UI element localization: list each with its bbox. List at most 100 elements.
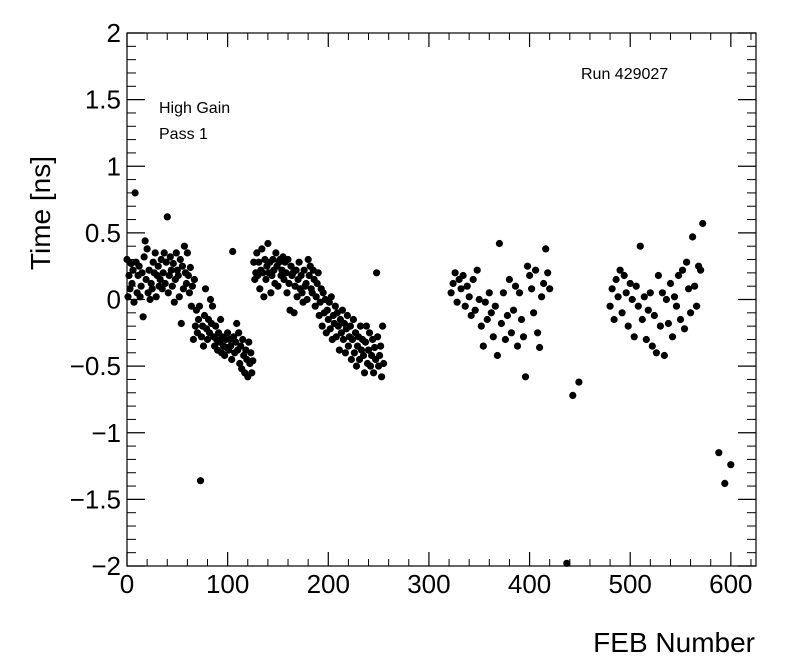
data-point: [195, 302, 204, 310]
data-point: [247, 349, 255, 357]
data-point: [608, 285, 616, 293]
data-point: [149, 258, 157, 266]
data-point: [260, 293, 268, 301]
data-point: [141, 237, 149, 245]
data-point: [182, 279, 190, 288]
data-point: [180, 242, 188, 250]
data-point: [693, 302, 701, 310]
data-point: [463, 282, 471, 290]
data-point: [479, 342, 487, 350]
data-point: [676, 315, 685, 324]
data-point: [344, 342, 352, 350]
data-point: [300, 266, 308, 274]
data-point: [284, 255, 292, 264]
data-point: [130, 298, 138, 306]
data-point: [237, 342, 245, 350]
data-point: [610, 315, 618, 324]
data-point: [624, 322, 632, 330]
x-tick-label: 300: [407, 569, 450, 599]
data-point: [606, 302, 614, 310]
data-point: [721, 479, 729, 487]
data-point: [348, 335, 356, 344]
data-point: [447, 289, 455, 297]
data-point: [318, 322, 326, 330]
data-point: [186, 263, 194, 272]
data-point: [569, 391, 577, 399]
data-point: [224, 329, 232, 337]
data-point: [575, 378, 583, 386]
data-point: [302, 279, 310, 288]
y-tick-label: 1: [107, 151, 121, 181]
data-point: [359, 351, 368, 360]
data-point: [264, 239, 272, 248]
data-point: [511, 282, 520, 290]
data-point: [143, 245, 151, 253]
data-point: [292, 266, 300, 274]
data-point: [338, 306, 346, 314]
data-point: [129, 266, 137, 274]
data-point: [642, 335, 650, 344]
data-point: [303, 295, 311, 304]
data-point: [534, 329, 542, 337]
data-point: [232, 338, 240, 346]
data-point: [250, 258, 258, 266]
data-point: [483, 315, 491, 324]
data-point: [125, 271, 133, 280]
data-point: [477, 322, 485, 330]
data-point: [509, 306, 518, 314]
data-point: [287, 262, 295, 270]
data-point: [618, 309, 626, 317]
y-tick-label: −1: [91, 418, 121, 448]
data-point: [217, 315, 225, 324]
x-tick-label: 600: [709, 569, 752, 599]
data-point: [634, 302, 642, 310]
data-point: [505, 275, 513, 284]
data-point: [179, 285, 187, 293]
data-point: [139, 313, 147, 321]
data-point: [469, 275, 477, 284]
data-point: [158, 285, 166, 293]
annotation-pass: Pass 1: [159, 126, 208, 143]
data-point: [376, 351, 384, 360]
data-point: [638, 315, 646, 324]
data-point: [227, 342, 235, 350]
data-point: [212, 322, 220, 330]
data-point: [656, 322, 665, 330]
data-point: [687, 309, 695, 317]
data-point: [377, 342, 385, 350]
data-point: [197, 333, 206, 341]
data-point: [630, 333, 638, 341]
data-point: [183, 249, 191, 257]
data-point: [538, 293, 546, 301]
data-point: [151, 249, 159, 257]
data-point: [374, 333, 382, 341]
data-point: [628, 295, 636, 304]
data-point: [343, 311, 351, 320]
annotation-run-number: Run 429027: [581, 66, 668, 83]
data-point: [544, 269, 552, 277]
data-point: [164, 289, 172, 297]
data-point: [190, 275, 198, 284]
data-point: [233, 319, 241, 328]
data-point: [285, 279, 293, 288]
x-tick-label: 200: [307, 569, 350, 599]
data-point: [324, 315, 332, 324]
data-point: [313, 279, 321, 288]
data-point: [491, 302, 499, 310]
data-point: [614, 293, 622, 301]
data-point: [697, 266, 705, 274]
data-point: [660, 351, 669, 360]
data-point: [620, 271, 628, 280]
data-point: [332, 333, 340, 341]
data-point: [314, 269, 322, 277]
data-point: [208, 302, 217, 310]
data-point: [255, 258, 263, 266]
data-point: [349, 315, 357, 324]
data-point: [503, 311, 511, 320]
data-point: [715, 449, 723, 457]
data-point: [465, 293, 473, 301]
data-point: [176, 255, 184, 264]
x-tick-label: 500: [609, 569, 652, 599]
data-point: [239, 335, 247, 344]
data-point: [540, 279, 548, 288]
